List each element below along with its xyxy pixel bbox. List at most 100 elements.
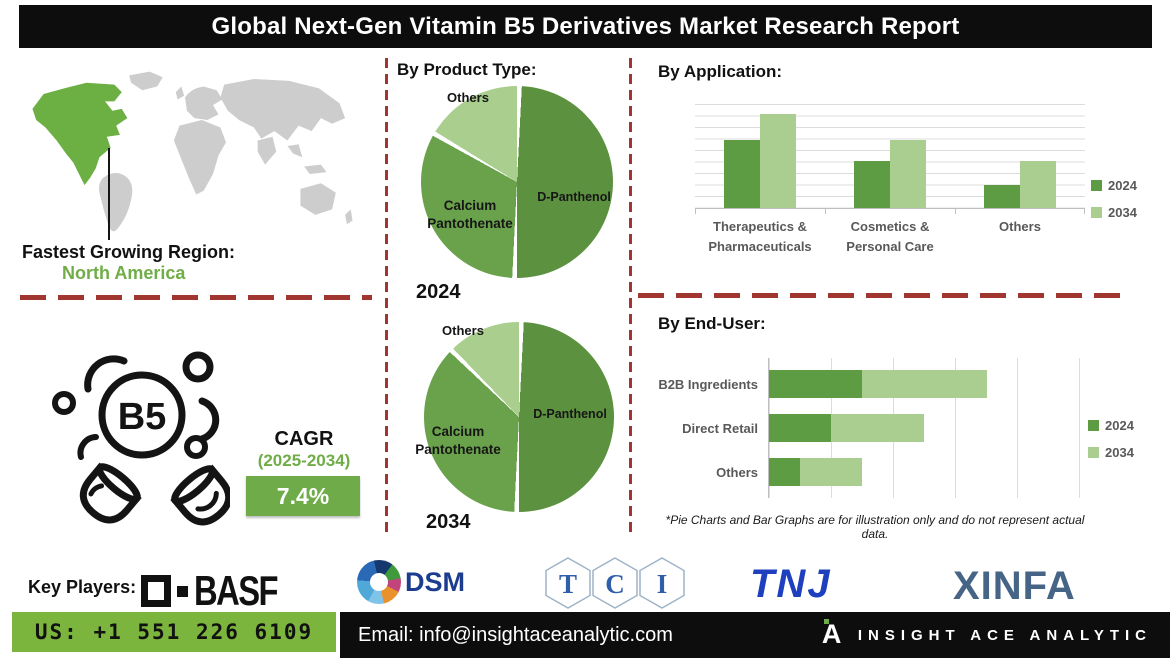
tci-logo: T C I (545, 557, 685, 609)
product-type-heading: By Product Type: (397, 60, 537, 79)
bar-2024 (984, 185, 1020, 208)
pie-chart-2024 (421, 86, 613, 278)
legend-item-2024: 2024 (1088, 418, 1134, 433)
end-user-label: Direct Retail (682, 420, 758, 436)
end-user-bar-chart (768, 358, 1080, 498)
map-asia (220, 79, 346, 141)
legend-item-2024: 2024 (1091, 178, 1137, 193)
phone-number: US: +1 551 226 6109 (34, 620, 314, 644)
legend-swatch (1091, 207, 1102, 218)
bar-segment-2024 (769, 370, 863, 398)
chart-disclaimer-footnote: *Pie Charts and Bar Graphs are for illus… (665, 513, 1085, 541)
map-africa (173, 120, 226, 195)
bar-2024 (854, 161, 890, 208)
b5-icon-text: B5 (118, 396, 167, 438)
title-bar: Global Next-Gen Vitamin B5 Derivatives M… (19, 5, 1152, 48)
insight-ace-analytic-text: INSIGHT ACE ANALYTIC (857, 626, 1152, 644)
insight-ace-analytic-mark-icon: A (822, 619, 844, 651)
phone-bar: US: +1 551 226 6109 (12, 612, 336, 652)
bar-group (955, 104, 1085, 208)
legend-label: 2024 (1105, 418, 1134, 433)
end-user-bar (769, 370, 1080, 398)
map-greenland (129, 71, 163, 91)
horizontal-dashed-divider-left (20, 295, 372, 300)
basf-logo: BASF (141, 570, 300, 612)
application-legend: 2024 2034 (1091, 178, 1137, 220)
bar-2034 (760, 114, 796, 208)
basf-solid-square-icon (177, 585, 188, 597)
bar-segment-2034 (831, 414, 925, 442)
vertical-dashed-divider-right (629, 58, 632, 538)
end-user-heading: By End-User: (658, 314, 766, 333)
key-players-label: Key Players: (28, 577, 137, 597)
cagr-value-box: 7.4% (246, 476, 360, 516)
world-map (32, 71, 353, 232)
dsm-logo: DSM (357, 560, 465, 604)
end-user-label: Others (716, 464, 758, 480)
bar-segment-2034 (862, 370, 987, 398)
bar-group (695, 104, 825, 208)
logo-green-dot (823, 619, 829, 624)
application-bar-chart (695, 104, 1085, 209)
b5-molecule-icon: B5 (52, 351, 230, 526)
legend-swatch (1088, 447, 1099, 458)
page-title: Global Next-Gen Vitamin B5 Derivatives M… (211, 12, 960, 40)
map-australia (300, 183, 336, 215)
dsm-swirl-icon (357, 560, 401, 604)
pie2-dpanthenol-label: D-Panthenol (533, 407, 607, 421)
pie1-others-label: Others (447, 90, 489, 105)
category-label: Others (999, 219, 1041, 234)
legend-swatch (1091, 180, 1102, 191)
end-user-category-labels: B2B Ingredients Direct Retail Others (640, 358, 758, 498)
logo-a-glyph: A (821, 619, 842, 649)
category-label: Cosmetics & Personal Care (846, 219, 934, 254)
end-user-legend: 2024 2034 (1088, 418, 1134, 460)
bar-segment-2034 (800, 458, 863, 486)
email-bar: Email: info@insightaceanalytic.com A INS… (340, 612, 1170, 658)
cagr-value: 7.4% (276, 482, 330, 509)
legend-item-2034: 2034 (1088, 445, 1134, 460)
bar-segment-2024 (769, 458, 801, 486)
tnj-logo: TNJ (750, 562, 832, 606)
legend-label: 2024 (1108, 178, 1137, 193)
map-callout-line (108, 148, 110, 240)
legend-swatch (1088, 420, 1099, 431)
insight-ace-analytic-logo: A INSIGHT ACE ANALYTIC (822, 619, 1152, 651)
pie1-dpanthenol-label: D-Panthenol (537, 190, 611, 204)
email-address: Email: info@insightaceanalytic.com (358, 623, 673, 646)
horizontal-dashed-divider-right (638, 293, 1122, 298)
bar-2034 (1020, 161, 1056, 208)
basf-logo-text: BASF (194, 567, 279, 614)
end-user-bar (769, 458, 1080, 486)
tci-letter-t: T (559, 569, 577, 599)
legend-label: 2034 (1108, 205, 1137, 220)
bar-2034 (890, 140, 926, 208)
application-category-labels: Therapeutics & Pharmaceuticals Cosmetics … (695, 217, 1085, 256)
bar-segment-2024 (769, 414, 832, 442)
bar-2024 (724, 140, 760, 208)
pie2-year-label: 2034 (426, 511, 471, 533)
cagr-label: CAGR (274, 428, 334, 450)
pie2-others-label: Others (442, 323, 484, 338)
pie-chart-2034 (424, 322, 614, 512)
map-south-america (98, 173, 133, 232)
map-europe (185, 86, 223, 120)
legend-item-2034: 2034 (1091, 205, 1137, 220)
fastest-growing-region-label: Fastest Growing Region: (22, 242, 236, 262)
bar-group (825, 104, 955, 208)
legend-label: 2034 (1105, 445, 1134, 460)
pie2-calcium-label: Calcium Pantothenate (415, 424, 501, 458)
tci-letter-c: C (605, 569, 625, 599)
category-label: Therapeutics & Pharmaceuticals (708, 219, 812, 254)
end-user-label: B2B Ingredients (658, 376, 758, 392)
map-north-america-highlight (32, 82, 128, 186)
cagr-period: (2025-2034) (257, 451, 351, 470)
end-user-bar (769, 414, 1080, 442)
tci-letter-i: I (657, 569, 668, 599)
application-heading: By Application: (658, 62, 783, 81)
pie1-calcium-label: Calcium Pantothenate (427, 198, 513, 232)
vertical-dashed-divider-left (385, 58, 388, 538)
fastest-growing-region-value: North America (62, 263, 186, 283)
basf-outline-square-icon (141, 575, 171, 607)
